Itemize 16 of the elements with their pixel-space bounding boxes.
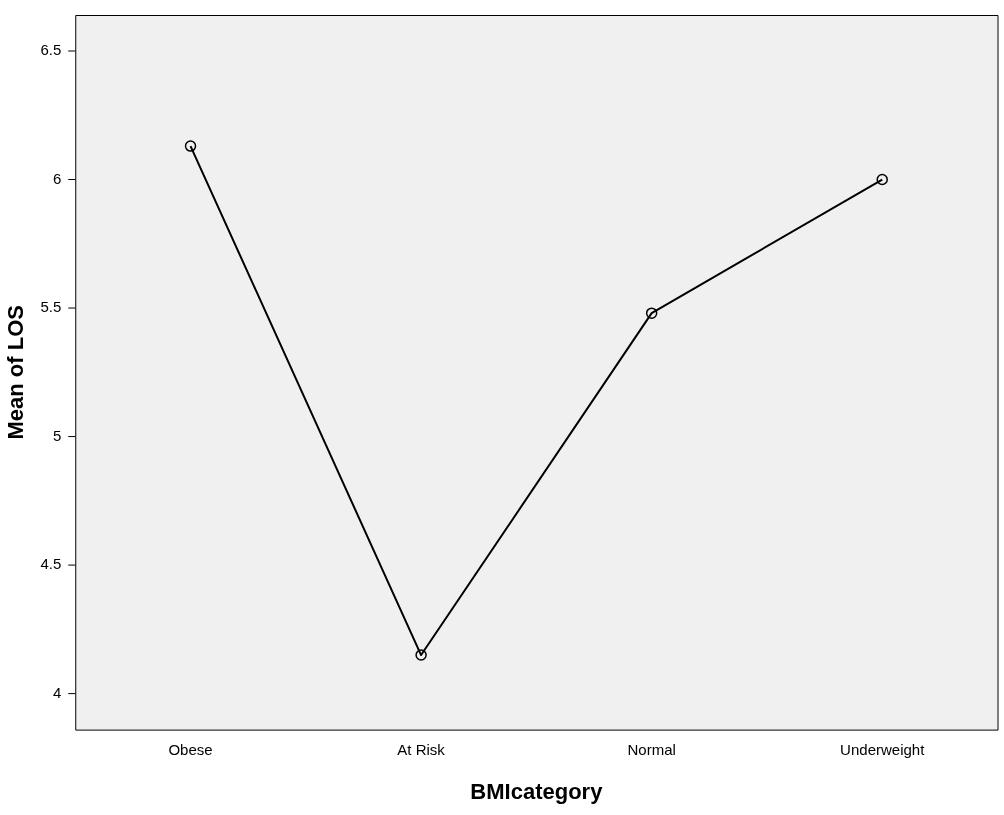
y-tick-label: 5	[52, 426, 62, 444]
point	[184, 140, 197, 152]
x-tick-label: Normal	[627, 740, 676, 758]
y-axis-title: Mean of LOS	[3, 305, 29, 440]
point	[645, 307, 658, 319]
x-axis-title: BMIcategory	[470, 778, 604, 804]
x-tick-label: Obese	[168, 740, 213, 758]
y-tick-label: 6	[52, 169, 62, 187]
x-tick-label: Underweight	[840, 740, 926, 758]
y-tick-label: 4	[52, 683, 62, 701]
x-tick-label: At Risk	[397, 740, 446, 758]
y-tick-label: 4.5	[40, 555, 62, 573]
point	[876, 173, 888, 186]
point	[415, 649, 427, 661]
y-tick-label: 5.5	[40, 298, 62, 316]
y-tick-label: 6.5	[40, 41, 62, 59]
